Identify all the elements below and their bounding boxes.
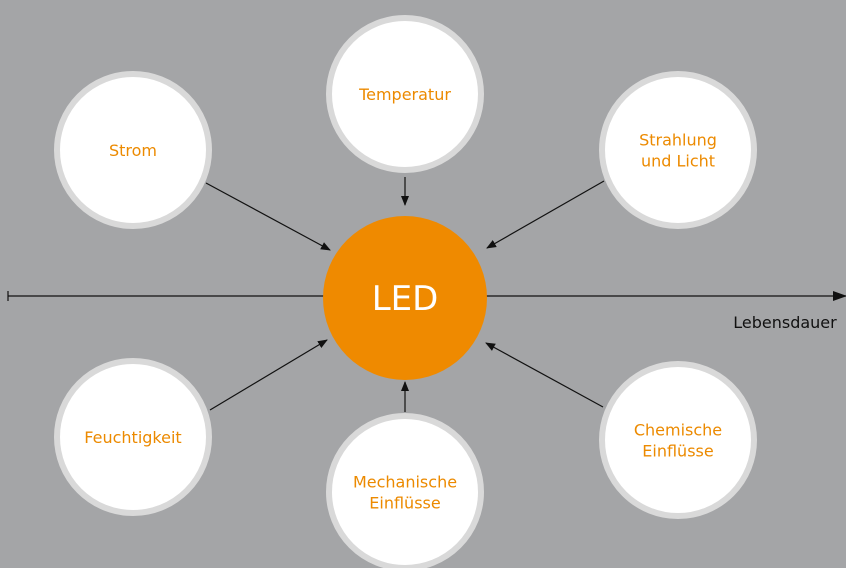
node-label-line: Strahlung — [639, 131, 717, 150]
center-node — [323, 216, 487, 380]
node-label: Chemische Einflüsse — [634, 421, 722, 461]
arrows — [205, 177, 605, 412]
node-circle — [326, 413, 484, 568]
node-label-line: Einflüsse — [369, 494, 440, 513]
axis-label: Lebensdauer — [733, 313, 837, 332]
arrow — [209, 339, 328, 411]
node-label-line: und Licht — [641, 152, 715, 171]
nodes: Strom Temperatur Strahlung und Licht Feuchti… — [54, 15, 757, 568]
node-label: Temperatur — [358, 85, 451, 104]
node-label-line: Feuchtigkeit — [84, 428, 181, 447]
node-circle — [54, 358, 212, 516]
node-label: Mechanische Einflüsse — [353, 473, 457, 513]
center-label: LED — [372, 279, 439, 319]
arrow — [486, 180, 605, 249]
arrow — [205, 182, 331, 251]
node-circle — [599, 361, 757, 519]
node-label-line: Mechanische — [353, 473, 457, 492]
node-circle — [599, 71, 757, 229]
node-label-line: Temperatur — [358, 85, 451, 104]
node-label: Feuchtigkeit — [84, 428, 181, 447]
node-label: Strom — [109, 141, 157, 160]
node-label: Strahlung und Licht — [639, 131, 717, 171]
node-label-line: Strom — [109, 141, 157, 160]
node-label-line: Chemische — [634, 421, 722, 440]
node-circle — [54, 71, 212, 229]
node-label-line: Einflüsse — [642, 442, 713, 461]
arrow — [485, 342, 604, 408]
node-circle — [326, 15, 484, 173]
